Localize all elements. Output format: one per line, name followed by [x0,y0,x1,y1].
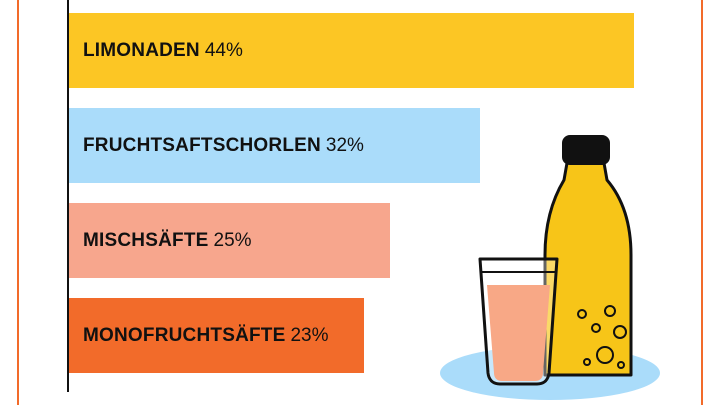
value-label: 32% [325,134,364,156]
bar-label: LIMONADEN 44% [69,40,243,62]
bar-monofruchtsäfte: MONOFRUCHTSÄFTE 23% [69,298,364,373]
value-label: 44% [204,39,243,61]
category-label: MISCHSÄFTE [83,229,209,251]
glass-icon [478,257,559,386]
category-label: LIMONADEN [83,39,200,61]
y-axis-line [67,0,69,392]
bar-mischsäfte: MISCHSÄFTE 25% [69,203,390,278]
bar-label: FRUCHTSAFTSCHORLEN 32% [69,135,364,157]
frame-left-line [17,0,19,405]
drink-illustration [440,135,660,400]
value-label: 25% [213,229,252,251]
category-label: MONOFRUCHTSÄFTE [83,324,286,346]
frame-right-line [701,0,703,405]
category-label: FRUCHTSAFTSCHORLEN [83,134,321,156]
bar-limonaden: LIMONADEN 44% [69,13,634,88]
bottle-icon [543,135,633,377]
value-label: 23% [290,324,329,346]
bar-label: MONOFRUCHTSÄFTE 23% [69,325,329,347]
bar-fruchtsaftschorlen: FRUCHTSAFTSCHORLEN 32% [69,108,480,183]
bar-label: MISCHSÄFTE 25% [69,230,252,252]
